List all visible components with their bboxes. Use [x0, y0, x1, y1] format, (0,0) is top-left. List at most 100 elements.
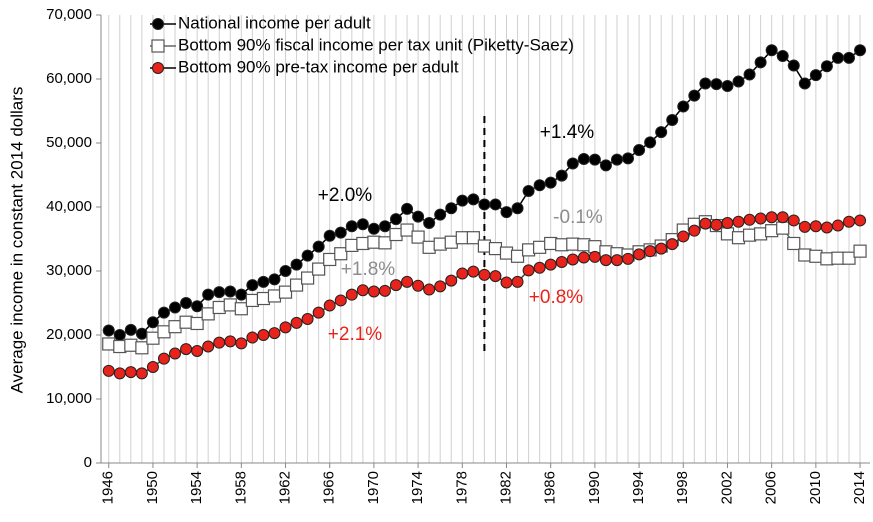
x-tick-label: 1962 — [276, 471, 293, 504]
marker — [289, 278, 304, 292]
marker — [544, 258, 557, 271]
marker — [445, 274, 458, 287]
marker — [257, 329, 270, 341]
marker — [434, 208, 447, 221]
marker — [500, 276, 513, 289]
annotation: +2.0% — [318, 185, 373, 206]
x-tick-label: 1958 — [232, 471, 249, 504]
y-tick-label: 20,000 — [46, 326, 92, 343]
y-tick-label: 10,000 — [46, 390, 92, 407]
marker — [113, 339, 127, 354]
marker — [102, 364, 115, 377]
marker — [102, 337, 116, 351]
marker — [831, 251, 845, 265]
marker — [710, 78, 723, 91]
annotation: +0.8% — [529, 287, 584, 308]
marker — [599, 159, 612, 172]
marker — [843, 215, 856, 228]
marker — [478, 198, 491, 211]
marker — [356, 284, 369, 297]
marker — [301, 313, 314, 325]
marker — [157, 306, 170, 319]
marker — [456, 194, 469, 207]
marker — [699, 77, 712, 90]
marker — [422, 240, 436, 254]
marker — [390, 213, 403, 226]
marker — [401, 275, 414, 288]
marker — [776, 221, 790, 235]
marker — [213, 286, 226, 299]
marker — [511, 275, 524, 288]
marker — [434, 280, 447, 293]
marker — [323, 252, 337, 267]
marker — [378, 236, 392, 250]
marker — [467, 265, 480, 278]
marker — [820, 60, 833, 73]
x-tick-label: 1954 — [188, 471, 205, 504]
marker — [257, 275, 270, 288]
marker — [478, 268, 491, 281]
marker — [831, 51, 844, 64]
marker — [224, 335, 237, 348]
marker — [521, 243, 536, 257]
legend-marker — [151, 39, 165, 53]
legend-label: Bottom 90% pre-tax income per adult — [178, 57, 459, 76]
marker — [412, 279, 425, 292]
marker — [245, 293, 259, 308]
x-tick-label: 2014 — [851, 471, 868, 504]
marker — [854, 214, 867, 227]
marker — [157, 325, 171, 339]
marker — [522, 264, 535, 277]
marker — [787, 236, 801, 251]
marker — [113, 367, 126, 380]
marker — [787, 214, 800, 227]
x-tick-label: 1946 — [100, 471, 117, 504]
legend-marker — [152, 18, 164, 30]
marker — [854, 44, 867, 57]
x-tick-label: 1970 — [365, 471, 382, 504]
marker — [842, 251, 856, 265]
y-tick-label: 0 — [84, 454, 92, 471]
marker — [499, 246, 514, 260]
marker — [677, 230, 690, 243]
x-tick-label: 1994 — [630, 471, 647, 504]
marker — [268, 327, 281, 340]
marker — [246, 331, 259, 344]
marker — [820, 252, 834, 266]
y-tick-label: 50,000 — [46, 134, 92, 151]
marker — [743, 213, 756, 226]
annotation: +1.4% — [540, 122, 595, 143]
marker — [212, 300, 226, 315]
marker — [776, 211, 789, 224]
marker — [389, 227, 403, 242]
marker — [169, 301, 182, 314]
marker — [843, 51, 856, 64]
marker — [610, 254, 623, 267]
marker — [334, 294, 347, 307]
marker — [323, 229, 336, 242]
marker — [754, 212, 767, 225]
marker — [135, 367, 148, 380]
marker — [290, 316, 303, 329]
marker — [809, 249, 823, 263]
marker — [367, 235, 381, 249]
marker — [246, 279, 259, 292]
marker — [400, 223, 414, 237]
marker — [577, 153, 590, 165]
marker — [224, 285, 237, 298]
x-tick-label: 1966 — [321, 471, 338, 504]
marker — [666, 238, 679, 251]
marker — [566, 237, 580, 251]
marker — [334, 226, 347, 239]
marker — [180, 343, 193, 356]
marker — [401, 202, 414, 215]
marker — [489, 270, 502, 283]
marker — [146, 316, 159, 329]
marker — [423, 217, 436, 229]
marker — [157, 352, 170, 365]
marker — [202, 288, 215, 301]
annotation: +2.1% — [328, 324, 383, 345]
marker — [235, 288, 248, 301]
marker — [555, 256, 568, 269]
marker — [765, 224, 779, 238]
